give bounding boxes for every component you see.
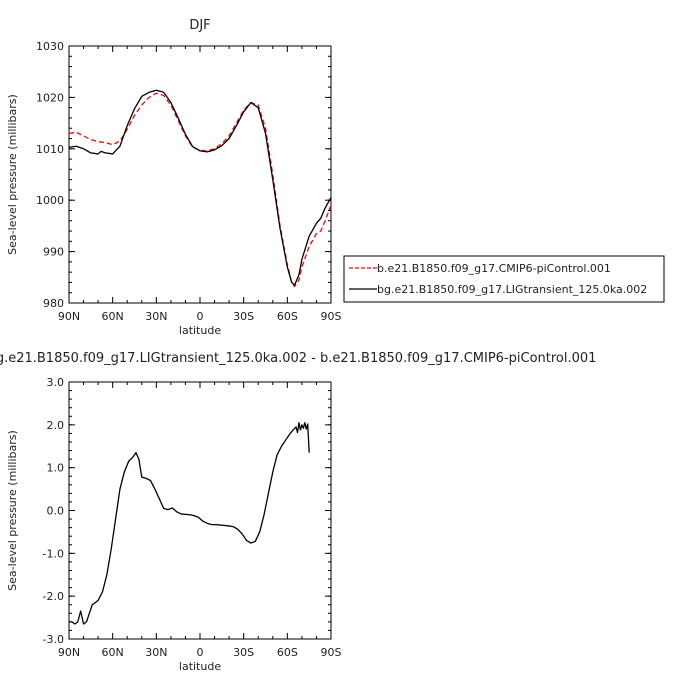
chart1-plot-frame — [68, 45, 332, 304]
chart1-series-line-1 — [68, 92, 332, 288]
chart2-y-tick-label: -3.0 — [43, 633, 64, 646]
chart1-y-tick-label: 990 — [43, 246, 64, 259]
chart2-x-tick-label: 90S — [321, 646, 342, 659]
chart1-x-tick-label: 30N — [145, 310, 167, 323]
chart2-x-tick-label: 60N — [102, 646, 124, 659]
chart1-legend-label-1: b.e21.B1850.f09_g17.CMIP6-piControl.001 — [377, 262, 611, 275]
chart1-x-tick-label: 30S — [233, 310, 254, 323]
chart2-y-axis-label: Sea-level pressure (millibars) — [6, 430, 19, 591]
chart1-x-tick-label: 90N — [58, 310, 80, 323]
chart1-y-tick-label: 1030 — [36, 40, 64, 53]
chart1-x-tick-label: 60N — [102, 310, 124, 323]
chart1-y-axis-label: Sea-level pressure (millibars) — [6, 94, 19, 255]
chart1-y-tick-label: 1020 — [36, 91, 64, 104]
chart2-series-line-1 — [69, 422, 310, 625]
chart1-x-tick-label: 60S — [277, 310, 298, 323]
chart1-legend-label-2: bg.e21.B1850.f09_g17.LIGtransient_125.0k… — [377, 283, 647, 296]
chart2-plot-frame — [68, 381, 332, 640]
chart2-x-tick-label: 90N — [58, 646, 80, 659]
chart1-series-line-2 — [68, 89, 332, 286]
chart2-y-tick-label: 0.0 — [47, 505, 65, 518]
chart1-y-tick-label: 1000 — [36, 194, 64, 207]
chart2-x-tick-label: 30S — [233, 646, 254, 659]
chart2-y-tick-label: 3.0 — [47, 376, 65, 389]
chart2-x-tick-label: 60S — [277, 646, 298, 659]
chart2-x-tick-label: 30N — [145, 646, 167, 659]
chart2-y-tick-label: 2.0 — [47, 419, 65, 432]
chart2-y-tick-label: -2.0 — [43, 590, 64, 603]
chart1-x-axis-label: latitude — [179, 324, 221, 337]
chart1-y-tick-label: 980 — [43, 297, 64, 310]
chart1-y-tick-label: 1010 — [36, 143, 64, 156]
chart2-title: bg.e21.B1850.f09_g17.LIGtransient_125.0k… — [0, 351, 596, 366]
chart1-x-tick-label: 0 — [197, 310, 204, 323]
chart1-legend-box — [343, 255, 665, 303]
chart2-y-tick-label: 1.0 — [47, 462, 65, 475]
chart1-x-tick-label: 90S — [321, 310, 342, 323]
chart2-x-axis-label: latitude — [179, 660, 221, 673]
chart1-title: DJF — [189, 18, 210, 33]
chart2-x-tick-label: 0 — [197, 646, 204, 659]
chart2-y-tick-label: -1.0 — [43, 547, 64, 560]
